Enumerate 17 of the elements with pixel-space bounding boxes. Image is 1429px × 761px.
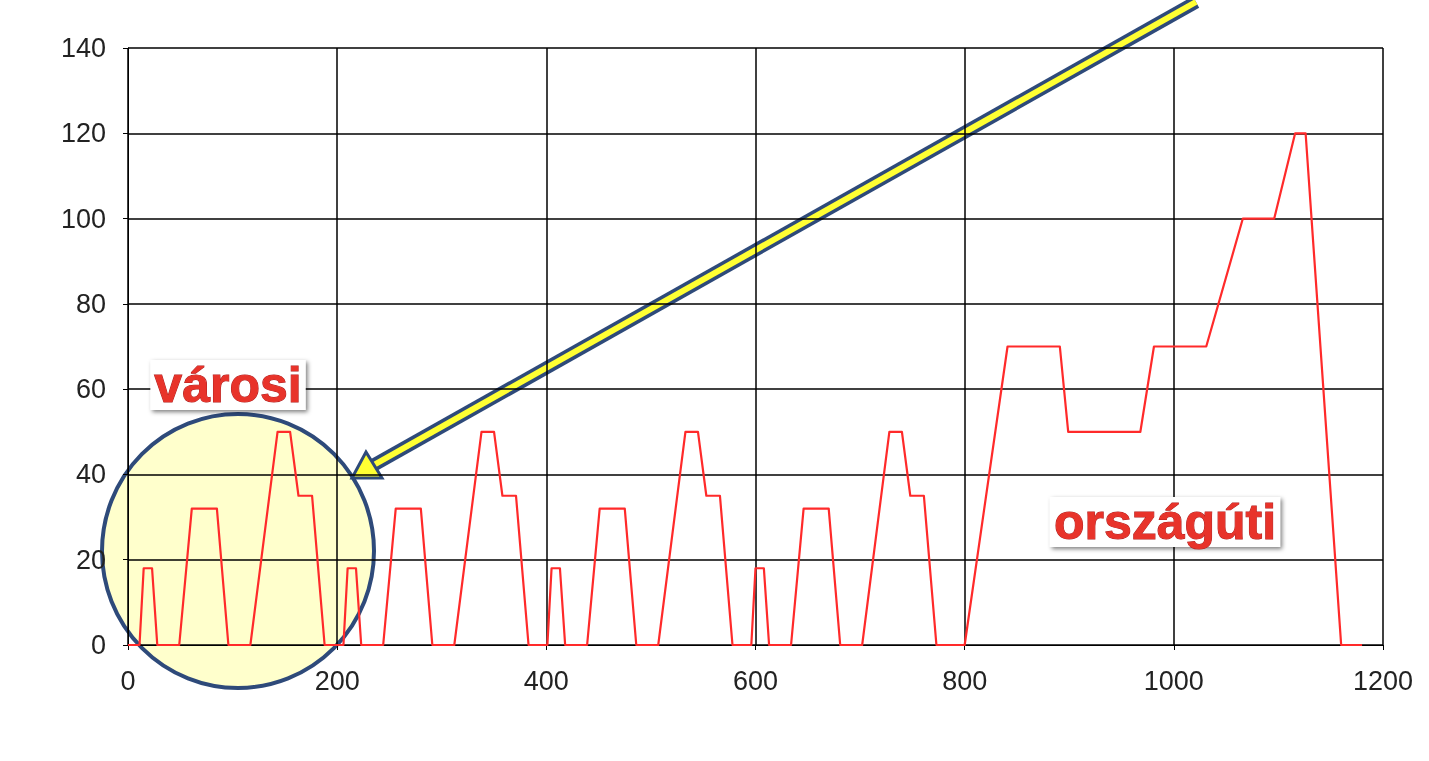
annotation: városi	[154, 357, 302, 413]
x-tick-label: 800	[942, 665, 988, 696]
y-tick-label: 0	[90, 630, 106, 660]
x-tick-label: 1200	[1352, 665, 1414, 696]
x-tick-label: 1000	[1143, 665, 1204, 696]
y-tick-label: 100	[60, 203, 106, 234]
x-tick-label: 0	[120, 665, 136, 696]
x-tick-label: 600	[732, 665, 779, 696]
y-tick-label: 140	[60, 33, 106, 63]
y-tick-label: 40	[75, 459, 106, 490]
line-series	[126, 132, 1364, 647]
x-tick-label: 400	[523, 665, 569, 696]
y-tick-label: 120	[60, 118, 106, 149]
annotation: országúti	[1053, 494, 1277, 550]
y-tick-label: 60	[75, 374, 106, 405]
y-tick-label: 80	[75, 288, 106, 319]
x-tick-label: 200	[314, 665, 360, 696]
